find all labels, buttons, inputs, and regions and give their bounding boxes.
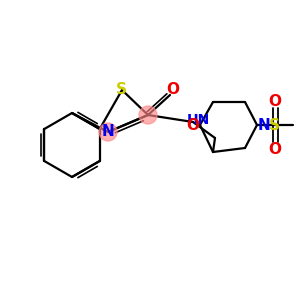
Circle shape [139,106,157,124]
Text: O: O [187,118,200,133]
Circle shape [99,123,117,141]
Text: S: S [116,82,127,98]
Text: N: N [258,118,270,133]
Text: S: S [268,118,280,133]
Text: O: O [268,94,281,109]
Text: HN: HN [186,113,210,127]
Text: N: N [102,124,114,140]
Text: O: O [167,82,179,98]
Text: O: O [268,142,281,157]
